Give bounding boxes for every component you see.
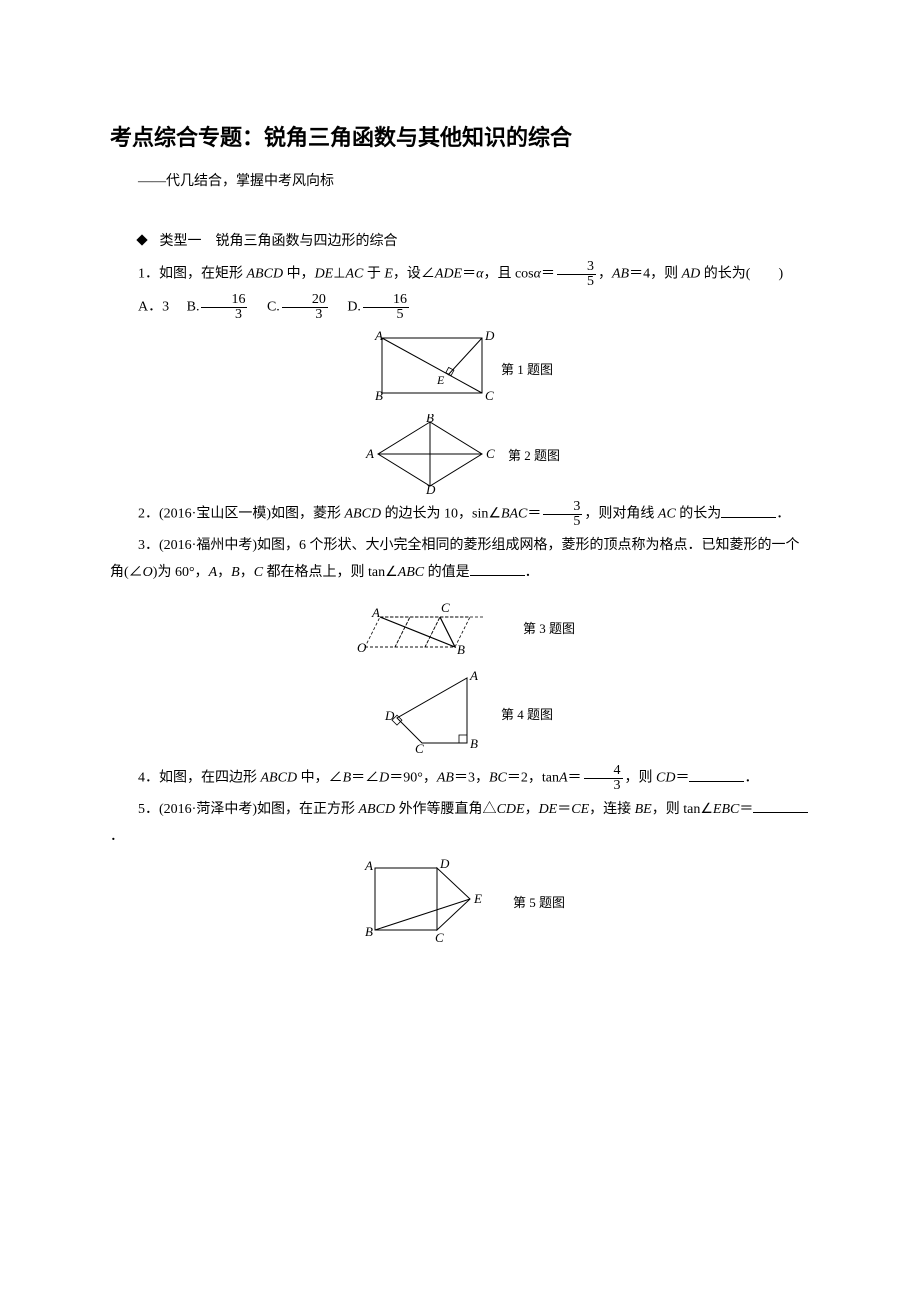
blank <box>689 767 744 782</box>
svg-text:C: C <box>441 600 450 615</box>
svg-text:A: A <box>371 605 380 620</box>
figure-3-label: 第 3 题图 <box>523 618 575 637</box>
svg-text:C: C <box>485 388 494 403</box>
figure-2: B A C D 第 2 题图 <box>110 414 810 494</box>
question-4: 4．如图，在四边形 ABCD 中，∠B＝∠D＝90°，AB＝3，BC＝2，tan… <box>110 764 810 793</box>
section-header: 类型一 锐角三角函数与四边形的综合 <box>110 230 810 250</box>
svg-text:E: E <box>436 373 445 387</box>
figure-2-label: 第 2 题图 <box>508 445 560 464</box>
svg-text:B: B <box>457 642 465 657</box>
figure-1-label: 第 1 题图 <box>501 359 553 378</box>
section-label: 类型一 锐角三角函数与四边形的综合 <box>160 234 398 249</box>
svg-text:B: B <box>426 414 434 425</box>
svg-text:B: B <box>375 388 383 403</box>
svg-text:A: A <box>365 446 374 461</box>
figure-4: A B C D 第 4 题图 <box>110 668 810 758</box>
svg-text:D: D <box>439 856 450 871</box>
svg-text:A: A <box>374 328 383 343</box>
main-title: 考点综合专题：锐角三角函数与其他知识的综合 <box>110 120 810 152</box>
svg-text:O: O <box>357 640 367 655</box>
svg-text:E: E <box>473 891 482 906</box>
figure-4-label: 第 4 题图 <box>501 704 553 723</box>
question-1-answers: A．3 B.163 C.203 D.165 <box>110 293 810 322</box>
question-2: 2．(2016·宝山区一模)如图，菱形 ABCD 的边长为 10，sin∠BAC… <box>110 500 810 529</box>
question-3: 3．(2016·福州中考)如图，6 个形状、大小完全相同的菱形组成网格，菱形的顶… <box>110 533 810 586</box>
svg-text:D: D <box>425 482 436 494</box>
blank <box>470 561 525 576</box>
svg-text:D: D <box>484 328 495 343</box>
figure-5-label: 第 5 题图 <box>513 892 565 911</box>
subtitle: ——代几结合，掌握中考风向标 <box>110 170 810 190</box>
question-1: 1．如图，在矩形 ABCD 中，DE⊥AC 于 E，设∠ADE＝α，且 cosα… <box>110 260 810 289</box>
svg-text:B: B <box>470 736 478 751</box>
figure-5: A D B C E 第 5 题图 <box>110 856 810 946</box>
svg-text:D: D <box>384 708 395 723</box>
svg-text:B: B <box>365 924 373 939</box>
question-5: 5．(2016·菏泽中考)如图，在正方形 ABCD 外作等腰直角△CDE，DE＝… <box>110 797 810 850</box>
fraction: 35 <box>557 260 596 289</box>
blank <box>721 503 776 518</box>
svg-text:C: C <box>415 741 424 756</box>
figure-3: O A C B 第 3 题图 <box>110 592 810 662</box>
svg-text:C: C <box>486 446 495 461</box>
page: 考点综合专题：锐角三角函数与其他知识的综合 ——代几结合，掌握中考风向标 类型一… <box>0 0 920 1302</box>
svg-text:A: A <box>364 858 373 873</box>
figure-1: A D B C E 第 1 题图 <box>110 328 810 408</box>
diamond-icon <box>136 234 147 245</box>
svg-text:C: C <box>435 930 444 945</box>
svg-text:A: A <box>469 668 478 683</box>
blank <box>753 798 808 813</box>
